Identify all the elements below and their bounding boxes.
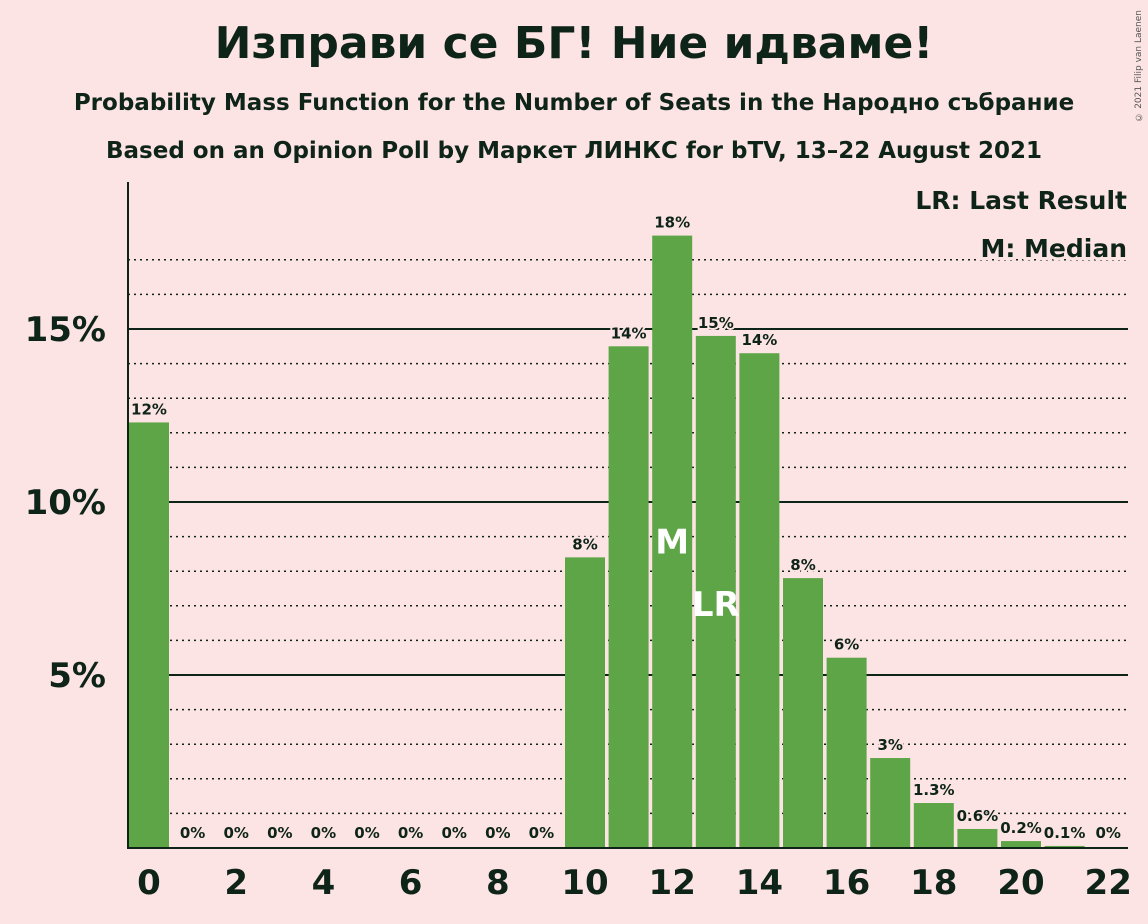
bar-value-label: 0% [223, 824, 248, 842]
x-tick-label: 2 [224, 863, 248, 903]
bar-value-label: 0% [398, 824, 423, 842]
bar-value-label: 0% [1095, 824, 1120, 842]
bar-value-label: 0% [311, 824, 336, 842]
bar [565, 557, 605, 848]
bar-value-label: 0% [485, 824, 510, 842]
y-tick-label: 10% [25, 483, 106, 523]
bar [957, 828, 998, 848]
bar-value-label: 14% [741, 331, 777, 349]
bar-value-label: 8% [790, 556, 815, 574]
last-result-marker: LR [692, 585, 740, 625]
x-tick-label: 6 [399, 863, 423, 903]
bar [739, 353, 780, 848]
legend-median: M: Median [980, 234, 1127, 263]
bar [695, 335, 736, 848]
bar [1001, 841, 1041, 848]
bar [608, 346, 649, 848]
bar-value-label: 0% [354, 824, 379, 842]
bar-value-label: 0.6% [957, 807, 999, 825]
chart-title: Изправи се БГ! Ние идваме! [214, 18, 934, 69]
y-tick-label: 15% [25, 310, 106, 350]
bar-value-label: 15% [698, 314, 734, 332]
x-tick-label: 14 [736, 863, 783, 903]
legend-last-result: LR: Last Result [915, 186, 1127, 215]
bar-value-label: 12% [131, 400, 167, 418]
x-tick-label: 18 [910, 863, 957, 903]
bar-value-label: 3% [877, 736, 902, 754]
bar-value-label: 1.3% [913, 781, 955, 799]
bar [870, 758, 911, 848]
bar [129, 422, 169, 848]
bar-value-label: 8% [572, 535, 597, 553]
bar-value-label: 0.2% [1000, 819, 1042, 837]
bar [652, 235, 693, 848]
x-tick-label: 0 [137, 863, 161, 903]
x-tick-label: 12 [649, 863, 696, 903]
bar-value-label: 14% [611, 324, 647, 342]
chart-source-line: Based on an Opinion Poll by Маркет ЛИНКС… [106, 138, 1042, 164]
x-tick-label: 4 [312, 863, 336, 903]
x-tick-label: 10 [561, 863, 608, 903]
bar [1044, 845, 1085, 848]
y-tick-label: 5% [48, 656, 106, 696]
bar [913, 803, 954, 848]
bar-value-label: 0.1% [1044, 824, 1086, 842]
x-tick-label: 8 [486, 863, 510, 903]
x-tick-label: 20 [997, 863, 1044, 903]
bar [826, 657, 867, 848]
x-tick-label: 16 [823, 863, 870, 903]
bar-value-label: 6% [834, 636, 859, 654]
bar-value-label: 0% [180, 824, 205, 842]
bar-value-label: 0% [441, 824, 466, 842]
chart-subtitle: Probability Mass Function for the Number… [73, 90, 1075, 116]
bar-value-label: 18% [654, 214, 690, 232]
median-marker: M [655, 523, 689, 563]
bar-value-label: 0% [267, 824, 292, 842]
bar-value-label: 0% [529, 824, 554, 842]
x-tick-label: 22 [1085, 863, 1132, 903]
bar [783, 578, 823, 848]
